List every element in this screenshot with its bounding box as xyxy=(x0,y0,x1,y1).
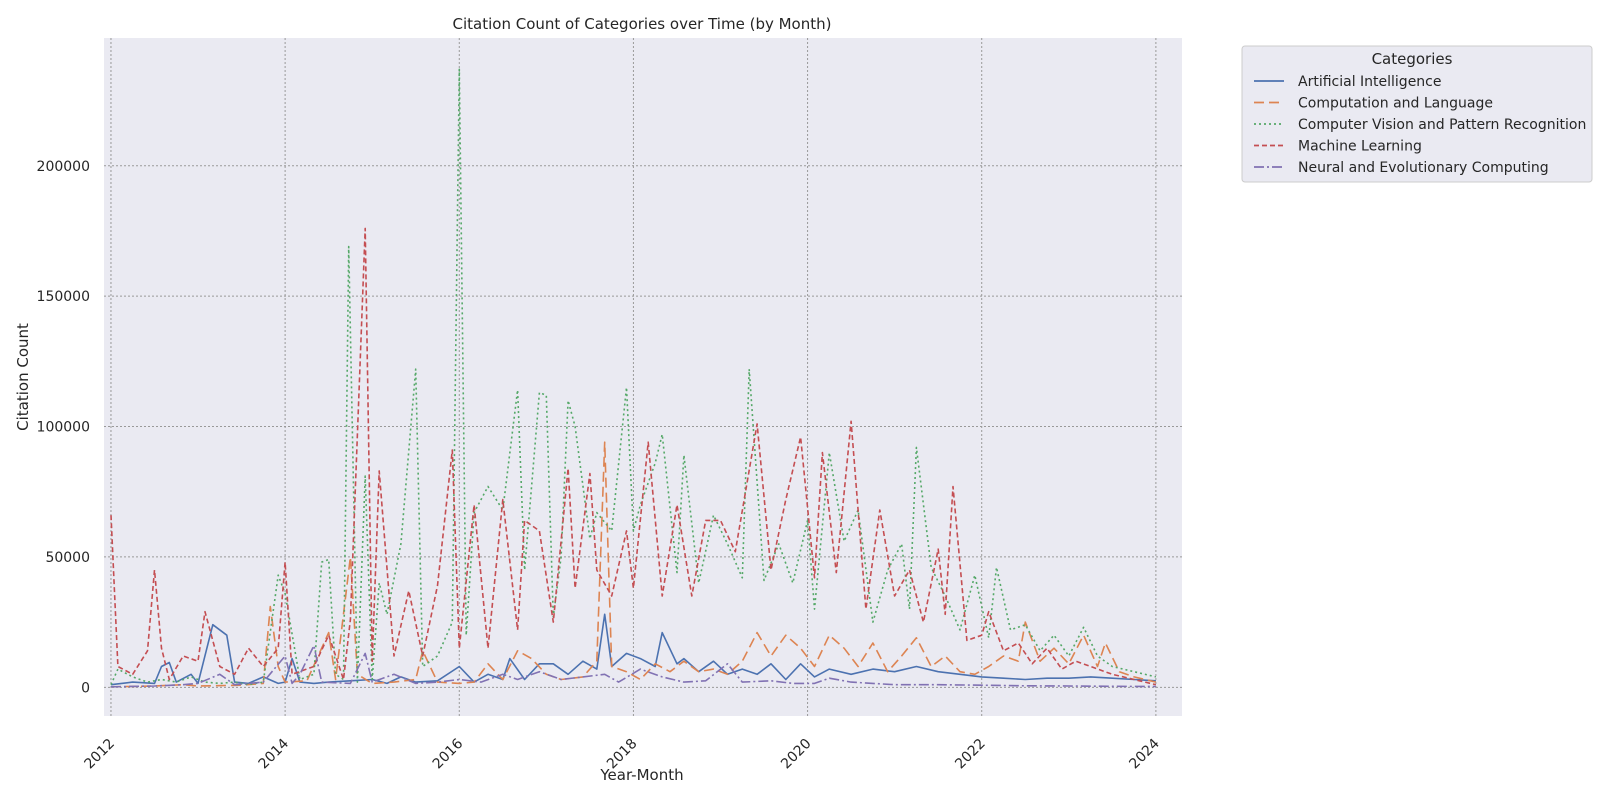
y-tick-label: 100000 xyxy=(37,420,90,436)
legend-title: Categories xyxy=(1372,50,1453,68)
legend: Categories Artificial Intelligence Comput… xyxy=(1241,45,1593,183)
x-axis-title: Year-Month xyxy=(599,766,683,784)
legend-label: Artificial Intelligence xyxy=(1298,74,1442,90)
series-line-5 xyxy=(110,644,1156,688)
legend-label: Neural and Evolutionary Computing xyxy=(1298,160,1549,176)
legend-items: Artificial Intelligence Computation and L… xyxy=(1254,74,1586,176)
series-line-3 xyxy=(110,68,1157,686)
series-line-2 xyxy=(110,441,1157,688)
y-axis: 0 50000 100000 150000 200000 xyxy=(37,159,90,697)
y-tick-label: 50000 xyxy=(45,550,90,566)
chart-title: Citation Count of Categories over Time (… xyxy=(453,15,832,33)
legend-box xyxy=(1241,45,1593,183)
series-lines xyxy=(110,68,1157,688)
legend-label: Computation and Language xyxy=(1298,96,1493,112)
y-tick-label: 200000 xyxy=(37,159,90,175)
gridlines xyxy=(104,38,1182,716)
y-tick-label: 0 xyxy=(81,680,90,696)
series-line-1 xyxy=(110,613,1156,686)
plot-area xyxy=(104,38,1182,716)
series-line-4 xyxy=(110,227,1157,686)
legend-label: Machine Learning xyxy=(1298,139,1422,155)
y-axis-title: Citation Count xyxy=(14,323,32,431)
legend-label: Computer Vision and Pattern Recognition xyxy=(1298,117,1586,133)
y-tick-label: 150000 xyxy=(37,289,90,305)
